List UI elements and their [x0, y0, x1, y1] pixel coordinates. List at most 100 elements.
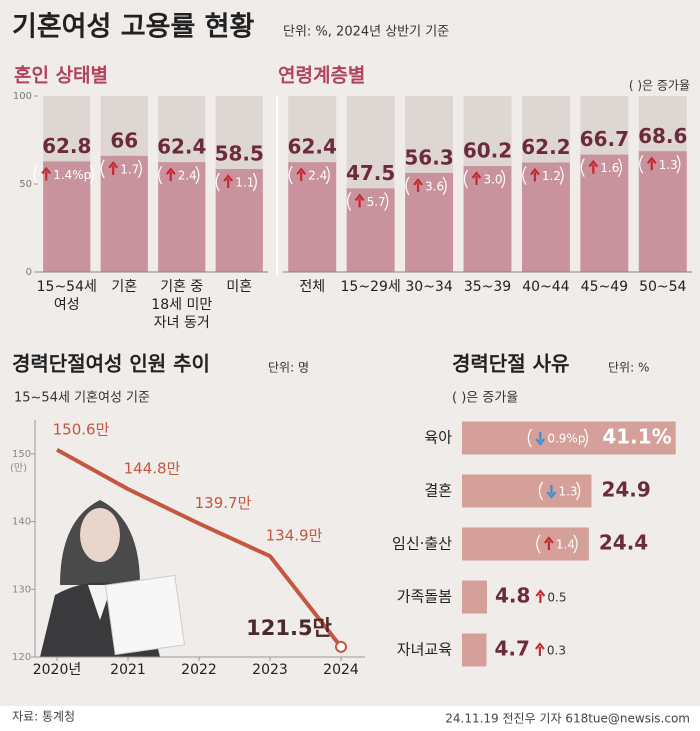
- paren: [639, 154, 644, 174]
- category-label: 자녀교육: [397, 641, 452, 659]
- change-arrow: [165, 167, 176, 182]
- value-label: 144.8만: [124, 460, 181, 478]
- bar: [215, 169, 263, 272]
- category-label: 임신·출산: [392, 535, 452, 553]
- change-badge: 2.4: [288, 165, 330, 185]
- value-label: 24.9: [601, 478, 650, 502]
- change-label: 2.4: [178, 169, 197, 183]
- paren: [501, 169, 506, 189]
- chart-title: 경력단절여성 인원 추이: [12, 352, 210, 376]
- value-label: 121.5만: [246, 616, 332, 640]
- value-label: 58.5: [215, 142, 264, 166]
- note: ( )은 증가율: [452, 391, 518, 406]
- change-label: 0.3: [547, 644, 566, 658]
- change-arrow: [535, 432, 546, 446]
- chart-title: 경력단절 사유: [452, 352, 569, 376]
- change-badge: 1.7: [100, 159, 142, 179]
- point: [335, 640, 347, 653]
- change-arrow: [544, 536, 554, 550]
- credit: 24.11.19 전진우 기자 618tue@newsis.com: [445, 712, 690, 726]
- paren: [137, 159, 142, 179]
- unit: 단위: 명: [268, 361, 309, 375]
- line: [56, 448, 343, 649]
- change-arrow: [108, 161, 119, 175]
- change-arrow: [588, 159, 599, 174]
- y-unit-label: (만): [10, 462, 27, 474]
- paren: [252, 172, 257, 192]
- subtitle: 단위: %, 2024년 상반기 기준: [283, 25, 449, 40]
- value-label: 139.7만: [195, 494, 252, 512]
- change-badge: 1.1: [215, 172, 257, 192]
- y-tick-label: 100: [13, 91, 32, 102]
- paren: [33, 165, 38, 184]
- x-tick-label: 15~54세 여성: [36, 279, 97, 313]
- category-label: 가족돌봄: [397, 588, 452, 606]
- x-tick-label: 전체: [299, 279, 326, 295]
- bar: [462, 474, 592, 508]
- paren: [442, 176, 447, 196]
- paren: [158, 165, 163, 185]
- change-label: 3.0: [483, 173, 502, 187]
- change-arrow: [413, 178, 423, 192]
- x-tick-label: 2024: [323, 662, 359, 678]
- change-arrow: [223, 174, 234, 189]
- title: 기혼여성 고용률 현황: [12, 12, 255, 43]
- change-badge: 1.2: [522, 166, 564, 185]
- paren: [195, 165, 200, 185]
- value-label: 24.4: [599, 531, 648, 555]
- y-tick-label: 150: [12, 449, 31, 460]
- change-arrow: [296, 167, 307, 182]
- x-tick-label: 50~54: [639, 279, 687, 295]
- x-tick-label: 기혼: [111, 279, 138, 295]
- collar: [88, 585, 112, 620]
- paren: [583, 428, 589, 448]
- paren: [405, 176, 410, 196]
- y-tick-label: 140: [12, 517, 31, 528]
- value-label: 62.2: [521, 135, 570, 159]
- paren: [559, 166, 564, 185]
- paren: [325, 165, 330, 185]
- change-label: 1.4%p: [53, 168, 91, 182]
- face: [80, 508, 120, 562]
- unit: 단위: %: [608, 361, 649, 375]
- paren: [288, 165, 293, 185]
- change-badge: 2.4: [158, 165, 200, 185]
- paren: [215, 172, 220, 192]
- x-tick-label: 40~44: [522, 279, 570, 295]
- value-label: 66.7: [580, 127, 629, 151]
- change-label: 1.7: [120, 162, 139, 176]
- paren: [536, 534, 541, 554]
- paper: [104, 574, 186, 656]
- value-label: 62.8: [42, 134, 91, 158]
- x-tick-label: 2021: [110, 662, 146, 678]
- y-tick-label: 130: [12, 584, 31, 595]
- x-tick-label: 2022: [181, 662, 217, 678]
- paren: [538, 481, 543, 501]
- category-label: 육아: [424, 429, 452, 447]
- x-tick-label: 2023: [252, 662, 288, 678]
- change-arrow: [41, 166, 52, 181]
- change-label: 1.3: [558, 485, 577, 499]
- value-label: 47.5: [346, 161, 395, 185]
- bar: [43, 161, 91, 272]
- change-badge: 3.0: [463, 169, 506, 189]
- paren: [527, 428, 532, 448]
- chart-title: 혼인 상태별: [14, 64, 108, 87]
- bar: [638, 151, 687, 272]
- value-label: 4.7: [494, 637, 529, 661]
- change-arrow: [354, 193, 365, 208]
- change-label: 5.7: [367, 195, 386, 209]
- change-badge: 5.7: [346, 192, 389, 211]
- change-label: 0.5: [547, 591, 566, 605]
- value-label: 62.4: [157, 135, 206, 159]
- change-label: 1.2: [542, 169, 561, 183]
- value-label: 56.3: [404, 145, 453, 169]
- paren: [676, 154, 681, 174]
- paren: [463, 169, 468, 189]
- x-tick-label: 2020년: [33, 662, 82, 678]
- y-tick-label: 120: [12, 652, 31, 663]
- x-tick-label: 15~29세: [340, 279, 401, 295]
- paren: [580, 158, 585, 177]
- value-label: 66: [110, 128, 138, 152]
